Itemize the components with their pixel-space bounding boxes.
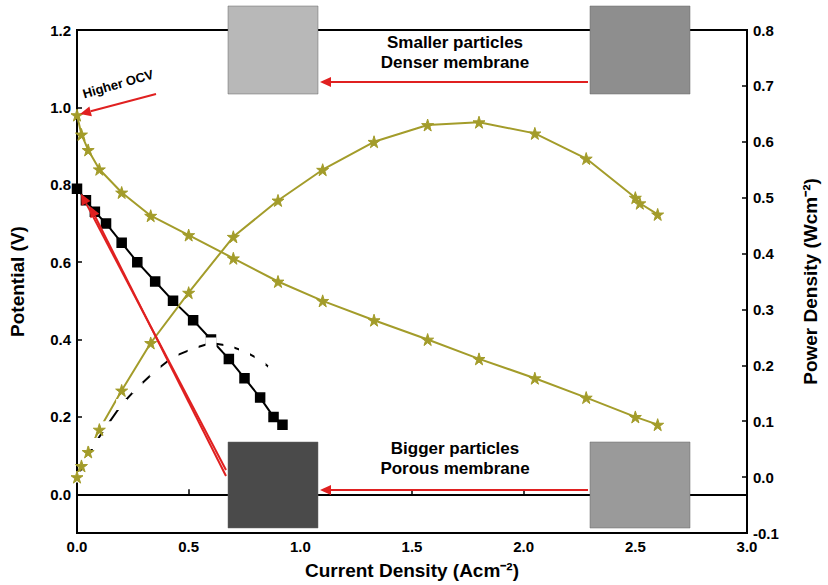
svg-text:1.2: 1.2 bbox=[50, 22, 71, 39]
svg-text:0.4: 0.4 bbox=[50, 331, 72, 348]
svg-text:0.6: 0.6 bbox=[50, 254, 71, 271]
svg-text:0.5: 0.5 bbox=[178, 538, 199, 555]
svg-text:0.5: 0.5 bbox=[753, 189, 774, 206]
svg-text:1.0: 1.0 bbox=[50, 99, 71, 116]
svg-text:Porous membrane: Porous membrane bbox=[380, 459, 529, 478]
svg-text:0.7: 0.7 bbox=[753, 77, 774, 94]
svg-text:0.4: 0.4 bbox=[753, 245, 775, 262]
svg-text:0.6: 0.6 bbox=[753, 133, 774, 150]
svg-text:2.5: 2.5 bbox=[625, 538, 646, 555]
svg-text:0.8: 0.8 bbox=[50, 176, 71, 193]
svg-text:Denser membrane: Denser membrane bbox=[381, 53, 529, 72]
svg-text:2.0: 2.0 bbox=[513, 538, 534, 555]
svg-text:Bigger particles: Bigger particles bbox=[391, 439, 520, 458]
svg-text:Higher OCV: Higher OCV bbox=[81, 67, 156, 102]
svg-text:3.0: 3.0 bbox=[737, 538, 758, 555]
svg-text:-0.1: -0.1 bbox=[753, 524, 779, 542]
svg-text:Smaller particles: Smaller particles bbox=[387, 33, 523, 52]
svg-text:Power Density (Wcm⁻²): Power Density (Wcm⁻²) bbox=[800, 178, 821, 385]
svg-text:0.8: 0.8 bbox=[753, 22, 774, 39]
svg-text:0.0: 0.0 bbox=[50, 486, 71, 503]
svg-text:Potential (V): Potential (V) bbox=[7, 226, 28, 337]
svg-text:1.5: 1.5 bbox=[402, 538, 423, 555]
svg-text:0.1: 0.1 bbox=[753, 413, 774, 430]
svg-text:0.0: 0.0 bbox=[67, 538, 88, 555]
svg-text:0.0: 0.0 bbox=[753, 469, 774, 486]
svg-text:Current Density (Acm⁻²): Current Density (Acm⁻²) bbox=[305, 560, 519, 581]
svg-text:0.3: 0.3 bbox=[753, 301, 774, 318]
svg-text:0.2: 0.2 bbox=[50, 408, 71, 425]
svg-text:0.2: 0.2 bbox=[753, 357, 774, 374]
svg-text:1.0: 1.0 bbox=[290, 538, 311, 555]
